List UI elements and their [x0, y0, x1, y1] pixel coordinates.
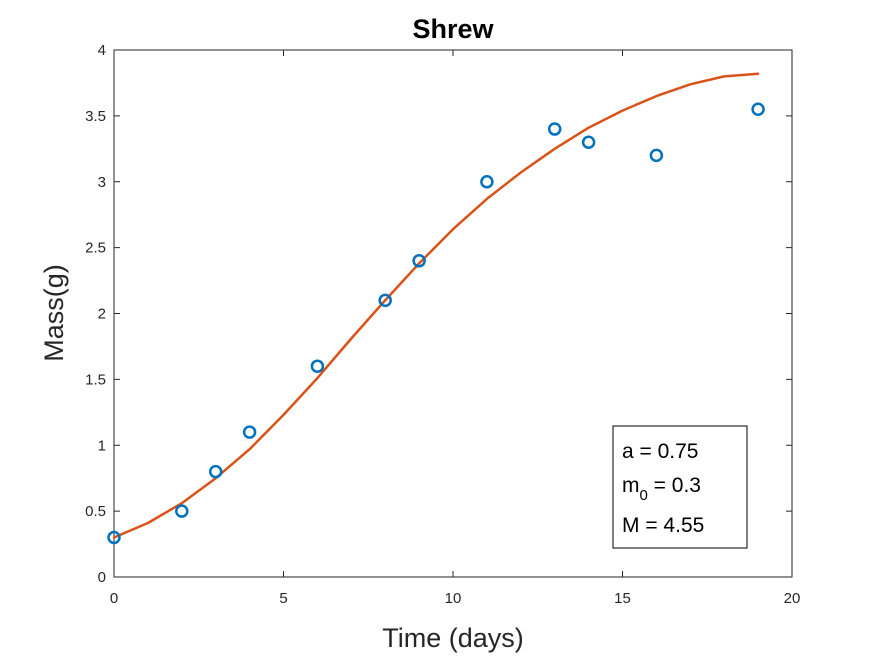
- y-axis: 0 0.5 1 1.5 2 2.5 3 3.5 4: [85, 42, 792, 586]
- annotation-param-a: a = 0.75: [622, 440, 698, 463]
- y-tick-label: 1.5: [85, 371, 106, 388]
- data-point: [649, 148, 664, 163]
- x-axis-title: Time (days): [382, 623, 524, 653]
- annotation-param-M: M = 4.55: [622, 514, 704, 537]
- data-point: [242, 425, 257, 439]
- data-point: [208, 464, 223, 479]
- annotation-m-value: = 0.3: [648, 474, 701, 497]
- data-point: [751, 102, 765, 117]
- x-tick-label: 0: [110, 590, 118, 607]
- y-tick-label: 2: [98, 306, 106, 323]
- data-point: [412, 254, 426, 268]
- y-tick-label: 1: [98, 437, 106, 454]
- data-point: [480, 175, 494, 189]
- annotation-m-subscript: 0: [640, 487, 648, 504]
- y-tick-label: 0.5: [85, 503, 106, 520]
- x-axis: 0 5 10 15 20: [110, 50, 801, 607]
- x-tick-label: 5: [279, 590, 287, 607]
- data-point: [581, 135, 596, 149]
- y-axis-title: Mass(g): [39, 264, 69, 362]
- x-tick-label: 10: [445, 590, 462, 607]
- data-point: [175, 504, 189, 518]
- y-tick-label: 3: [98, 174, 106, 191]
- y-tick-label: 4: [98, 42, 106, 59]
- x-tick-label: 20: [784, 590, 801, 607]
- y-tick-label: 3.5: [85, 108, 106, 125]
- y-tick-label: 2.5: [85, 240, 106, 257]
- y-tick-label: 0: [98, 569, 106, 586]
- chart-title: Shrew: [412, 14, 494, 44]
- annotation-m-symbol: m: [622, 474, 640, 497]
- data-point: [547, 122, 562, 136]
- data-point: [310, 359, 325, 373]
- data-points-layer: [107, 102, 765, 545]
- parameter-annotation-box: a = 0.75 m0 = 0.3 M = 4.55: [612, 425, 748, 549]
- data-point: [107, 530, 121, 545]
- annotation-frame: [612, 425, 748, 549]
- data-point: [378, 293, 392, 308]
- annotation-param-m0: m0 = 0.3: [622, 474, 701, 504]
- x-tick-label: 15: [614, 590, 631, 607]
